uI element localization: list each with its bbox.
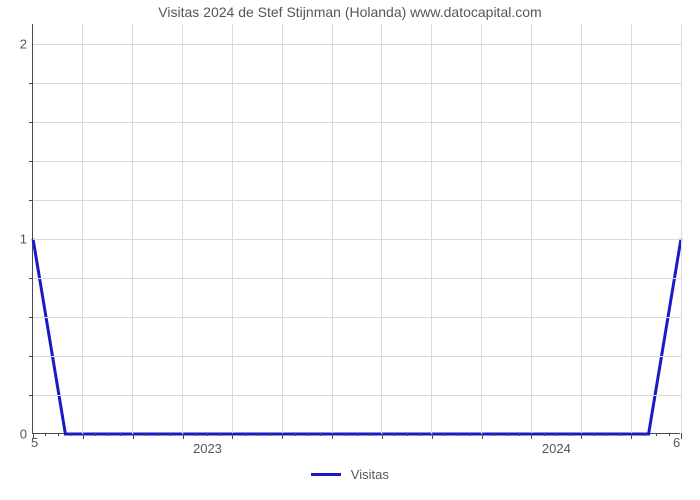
x-tick-minor [307,433,308,436]
gridline-vertical [182,24,183,434]
x-tick-major [681,433,682,439]
x-tick-minor [457,433,458,436]
x-tick-major [83,433,84,439]
legend-swatch [311,473,341,476]
x-tick-minor [170,433,171,436]
x-tick-minor [58,433,59,436]
x-tick-major [282,433,283,439]
x-tick-minor [369,433,370,436]
x-tick-minor [469,433,470,436]
x-tick-major [133,433,134,439]
gridline-vertical [631,24,632,434]
x-tick-minor [606,433,607,436]
x-tick-major [482,433,483,439]
x-year-label: 2024 [542,433,571,456]
y-tick-minor [29,395,33,396]
x-tick-minor [494,433,495,436]
gridline-horizontal-minor [33,278,681,279]
y-tick-minor [29,122,33,123]
gridline-vertical [531,24,532,434]
x-tick-minor [394,433,395,436]
x-end-label-left: 5 [31,433,38,450]
chart-title: Visitas 2024 de Stef Stijnman (Holanda) … [0,4,700,20]
x-tick-minor [669,433,670,436]
x-tick-minor [345,433,346,436]
gridline-horizontal-minor [33,317,681,318]
gridline-horizontal-minor [33,122,681,123]
chart-container: { "chart": { "type": "line", "title": "V… [0,0,700,500]
gridline-horizontal [33,239,681,240]
x-tick-major [581,433,582,439]
x-tick-major [232,433,233,439]
series-polyline [33,239,681,434]
gridline-vertical [332,24,333,434]
x-tick-major [432,433,433,439]
x-tick-minor [70,433,71,436]
x-tick-minor [320,433,321,436]
gridline-vertical [82,24,83,434]
x-tick-minor [507,433,508,436]
y-tick-minor [29,317,33,318]
gridline-horizontal-minor [33,356,681,357]
x-tick-minor [656,433,657,436]
y-tick-minor [29,83,33,84]
x-tick-minor [594,433,595,436]
legend-label: Visitas [351,467,389,482]
x-tick-minor [245,433,246,436]
gridline-horizontal-minor [33,395,681,396]
y-tick-minor [29,278,33,279]
y-tick-minor [29,356,33,357]
x-tick-major [531,433,532,439]
y-tick-minor [29,161,33,162]
gridline-horizontal-minor [33,161,681,162]
x-year-label: 2023 [193,433,222,456]
legend: Visitas [0,466,700,482]
gridline-horizontal-minor [33,200,681,201]
x-tick-minor [120,433,121,436]
gridline-horizontal-minor [33,83,681,84]
gridline-vertical [581,24,582,434]
x-end-label-right: 6 [673,433,680,450]
x-tick-minor [158,433,159,436]
gridline-vertical [481,24,482,434]
y-tick-label: 1 [20,231,33,246]
x-tick-minor [357,433,358,436]
series-line [33,24,681,434]
x-tick-minor [257,433,258,436]
x-tick-minor [644,433,645,436]
gridline-vertical [132,24,133,434]
x-tick-minor [619,433,620,436]
gridline-vertical [232,24,233,434]
x-tick-major [332,433,333,439]
x-tick-minor [295,433,296,436]
gridline-vertical [681,24,682,434]
gridline-vertical [282,24,283,434]
gridline-vertical [431,24,432,434]
x-tick-minor [145,433,146,436]
x-tick-major [382,433,383,439]
x-tick-minor [407,433,408,436]
gridline-horizontal [33,44,681,45]
x-tick-minor [95,433,96,436]
x-tick-minor [444,433,445,436]
y-tick-label: 2 [20,36,33,51]
plot-area: 0122023202456 [32,24,680,434]
x-tick-minor [519,433,520,436]
x-tick-major [183,433,184,439]
x-tick-minor [419,433,420,436]
gridline-vertical [381,24,382,434]
x-tick-major [631,433,632,439]
x-tick-minor [45,433,46,436]
x-tick-minor [270,433,271,436]
x-tick-minor [108,433,109,436]
y-tick-minor [29,200,33,201]
